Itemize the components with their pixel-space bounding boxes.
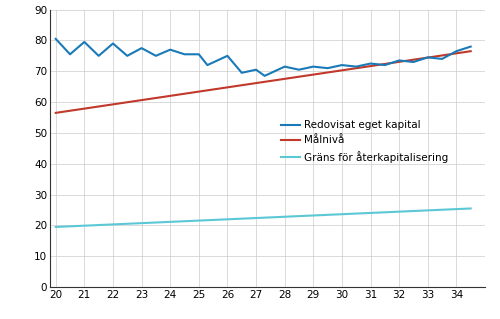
- Redovisat eget kapital: [296, 68, 302, 71]
- Redovisat eget kapital: [110, 41, 116, 45]
- Redovisat eget kapital: [82, 40, 87, 44]
- Redovisat eget kapital: [425, 56, 431, 59]
- Redovisat eget kapital: [324, 66, 330, 70]
- Redovisat eget kapital: [167, 48, 173, 52]
- Redovisat eget kapital: [153, 54, 159, 58]
- Redovisat eget kapital: [124, 54, 130, 58]
- Redovisat eget kapital: [96, 54, 102, 58]
- Redovisat eget kapital: [468, 45, 473, 48]
- Redovisat eget kapital: [310, 65, 316, 69]
- Redovisat eget kapital: [454, 49, 460, 53]
- Redovisat eget kapital: [52, 37, 59, 41]
- Redovisat eget kapital: [262, 74, 268, 78]
- Redovisat eget kapital: [67, 52, 73, 56]
- Redovisat eget kapital: [196, 52, 202, 56]
- Redovisat eget kapital: [410, 60, 416, 64]
- Redovisat eget kapital: [204, 63, 210, 67]
- Legend: Redovisat eget kapital, Målnivå, Gräns för återkapitalisering: Redovisat eget kapital, Målnivå, Gräns f…: [282, 120, 448, 163]
- Redovisat eget kapital: [382, 63, 388, 67]
- Redovisat eget kapital: [396, 59, 402, 63]
- Redovisat eget kapital: [182, 52, 188, 56]
- Redovisat eget kapital: [368, 62, 374, 65]
- Line: Redovisat eget kapital: Redovisat eget kapital: [56, 39, 470, 76]
- Redovisat eget kapital: [353, 65, 359, 69]
- Redovisat eget kapital: [253, 68, 259, 71]
- Redovisat eget kapital: [138, 46, 144, 50]
- Redovisat eget kapital: [439, 57, 445, 61]
- Redovisat eget kapital: [238, 71, 244, 75]
- Redovisat eget kapital: [339, 63, 345, 67]
- Redovisat eget kapital: [282, 65, 288, 69]
- Redovisat eget kapital: [224, 54, 230, 58]
